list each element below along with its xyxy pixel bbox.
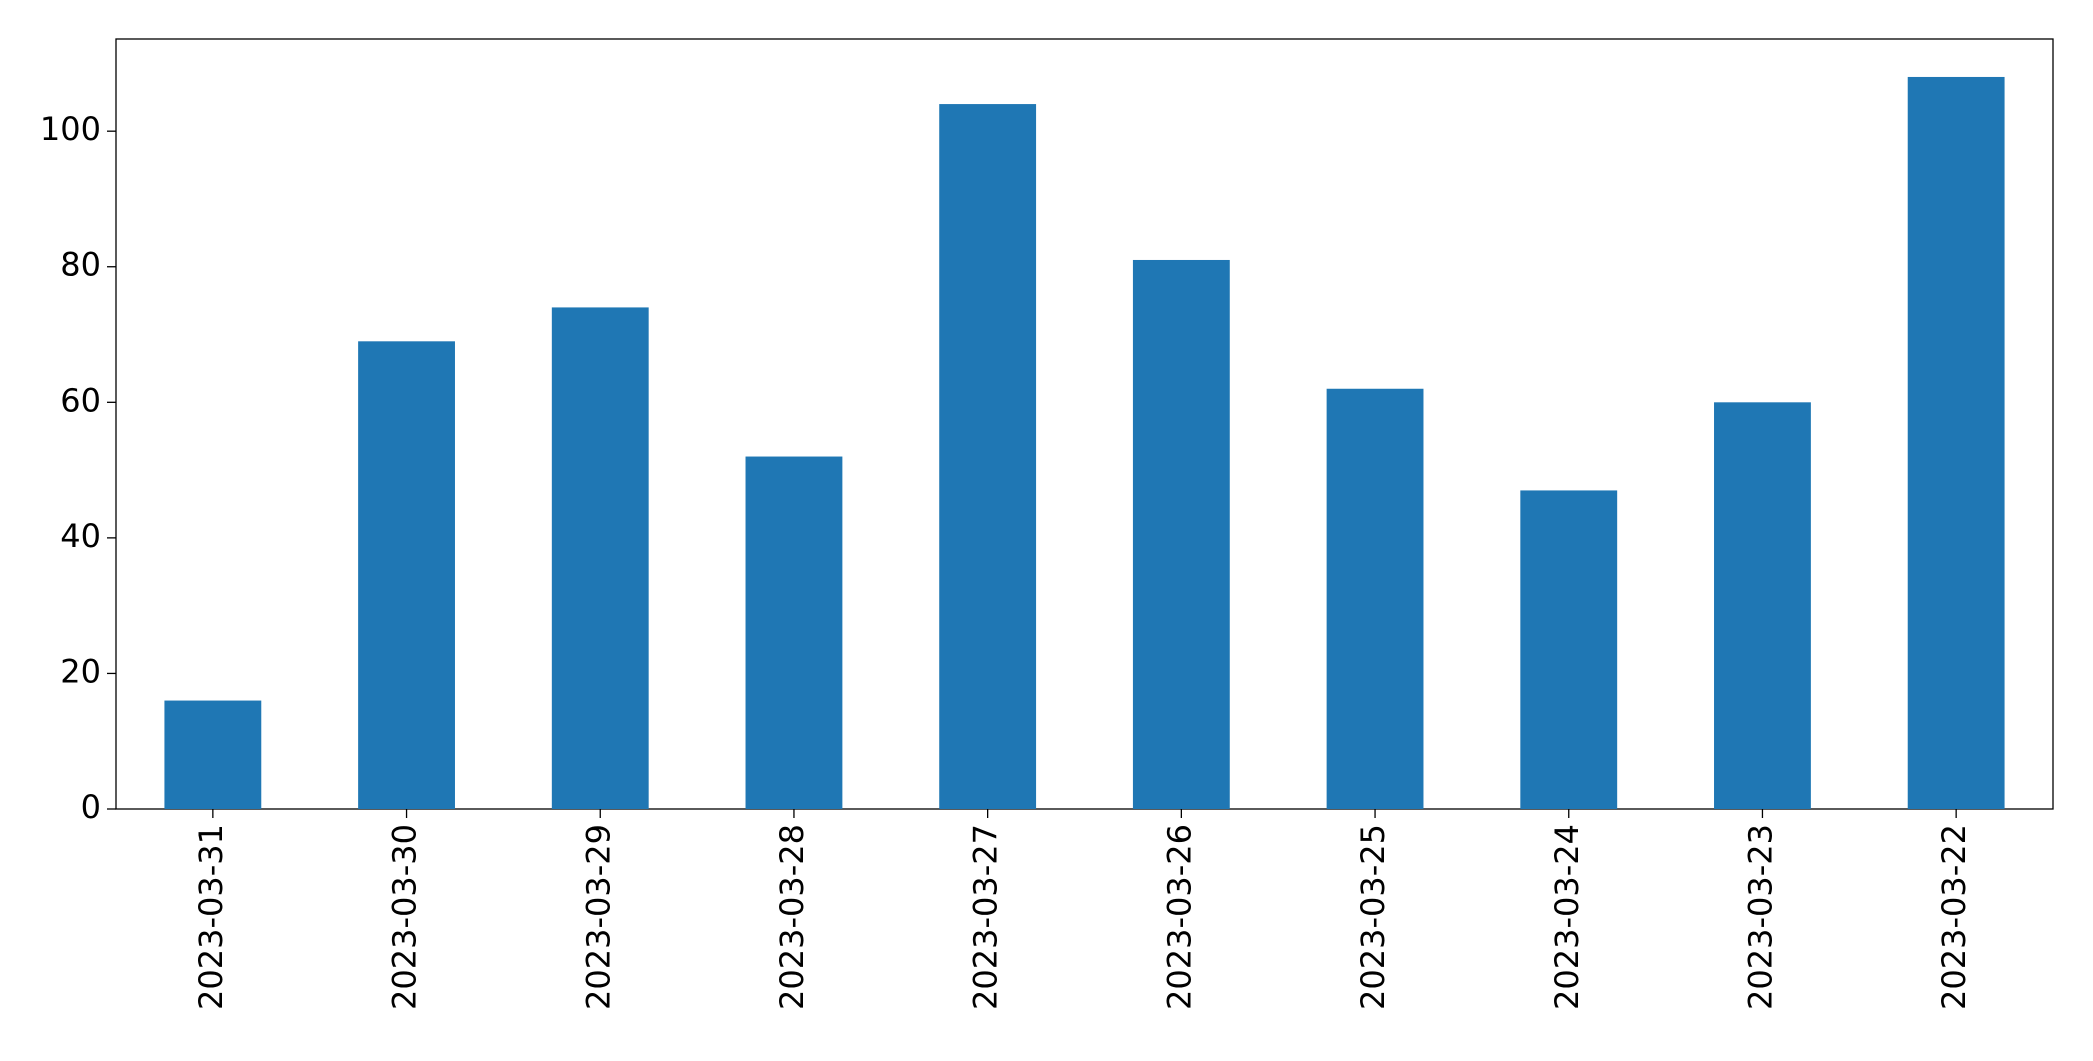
bar	[939, 104, 1037, 809]
y-tick-label: 20	[60, 652, 101, 690]
bar	[1132, 259, 1230, 809]
x-tick-label: 2023-03-23	[1741, 824, 1779, 1010]
bar	[1907, 76, 2005, 809]
bar	[745, 456, 843, 809]
x-tick-label: 2023-03-25	[1354, 824, 1392, 1010]
bar	[1714, 402, 1811, 809]
y-tick-label: 60	[60, 381, 101, 419]
y-tick-label: 40	[60, 517, 101, 555]
x-tick-label: 2023-03-22	[1935, 824, 1973, 1010]
bar	[164, 700, 262, 809]
x-tick-label: 2023-03-30	[386, 824, 424, 1010]
x-tick-label: 2023-03-28	[773, 824, 811, 1010]
y-tick-label: 80	[60, 246, 101, 284]
bar	[1520, 490, 1618, 809]
x-tick-label: 2023-03-26	[1160, 824, 1198, 1010]
x-tick-label: 2023-03-24	[1548, 824, 1586, 1010]
x-tick-label: 2023-03-31	[192, 824, 230, 1010]
x-tick-label: 2023-03-29	[579, 824, 617, 1010]
bar	[1326, 388, 1424, 809]
bar	[551, 307, 649, 809]
x-tick-label: 2023-03-27	[967, 824, 1005, 1010]
y-tick-label: 0	[81, 788, 101, 826]
y-tick-label: 100	[40, 110, 101, 148]
plot-frame	[115, 38, 2054, 810]
bar	[358, 341, 455, 809]
